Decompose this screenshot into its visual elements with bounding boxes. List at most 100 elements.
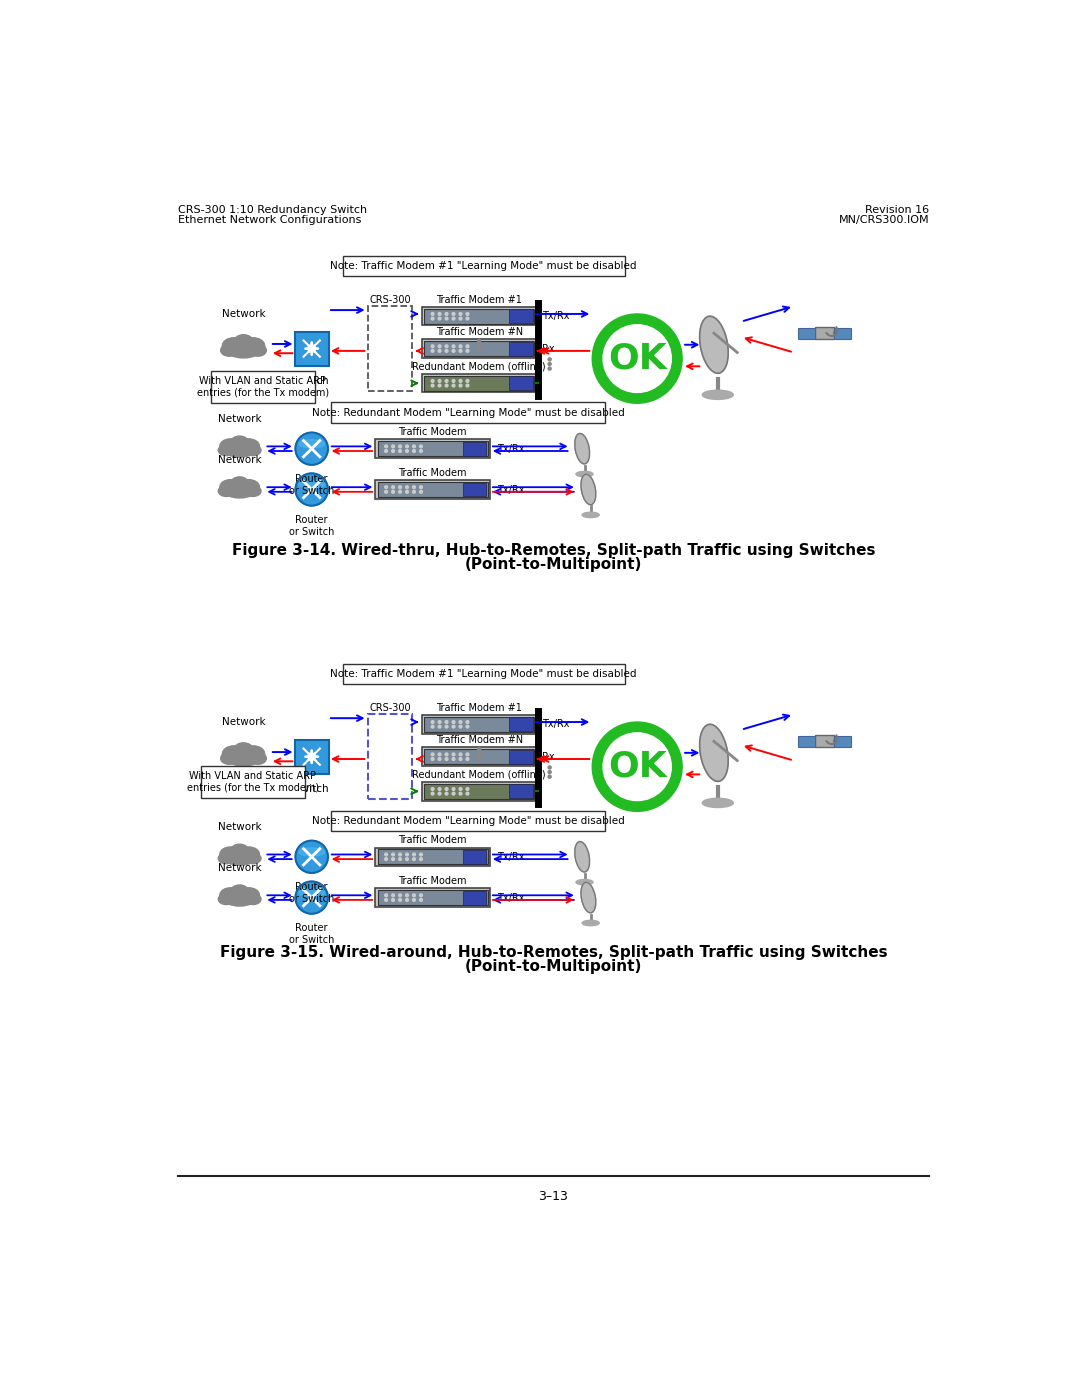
FancyBboxPatch shape (422, 747, 537, 766)
Circle shape (467, 725, 469, 728)
FancyBboxPatch shape (424, 341, 535, 356)
Circle shape (467, 788, 469, 791)
Circle shape (399, 898, 402, 901)
Circle shape (431, 317, 434, 320)
Text: Traffic Modem: Traffic Modem (399, 876, 467, 886)
Circle shape (453, 753, 455, 756)
Circle shape (406, 858, 408, 861)
FancyBboxPatch shape (798, 328, 815, 338)
Circle shape (467, 757, 469, 760)
Circle shape (384, 898, 388, 901)
Text: With VLAN and Static ARP
entries (for the Tx modem): With VLAN and Static ARP entries (for th… (187, 771, 319, 793)
Circle shape (431, 792, 434, 795)
Circle shape (431, 788, 434, 791)
Circle shape (603, 733, 672, 800)
Circle shape (406, 854, 408, 856)
Ellipse shape (238, 847, 259, 862)
Circle shape (420, 486, 422, 489)
Circle shape (438, 788, 441, 791)
Circle shape (399, 446, 402, 448)
Text: Note: Redundant Modem "Learning Mode" must be disabled: Note: Redundant Modem "Learning Mode" mu… (312, 408, 624, 418)
FancyBboxPatch shape (422, 782, 537, 800)
Ellipse shape (245, 444, 261, 455)
Circle shape (369, 745, 375, 750)
FancyBboxPatch shape (332, 810, 606, 831)
Ellipse shape (220, 479, 242, 495)
Circle shape (467, 384, 469, 387)
Circle shape (445, 721, 448, 724)
Circle shape (392, 898, 394, 901)
Circle shape (438, 349, 441, 352)
Circle shape (548, 367, 551, 370)
Text: Network: Network (221, 309, 266, 320)
Circle shape (453, 380, 455, 383)
Ellipse shape (222, 746, 245, 763)
FancyBboxPatch shape (463, 441, 486, 455)
Text: Traffic Modem #1: Traffic Modem #1 (436, 703, 522, 712)
Circle shape (420, 898, 422, 901)
FancyBboxPatch shape (815, 735, 834, 747)
Circle shape (369, 728, 375, 732)
Circle shape (438, 380, 441, 383)
Circle shape (438, 757, 441, 760)
Circle shape (453, 788, 455, 791)
Ellipse shape (218, 894, 234, 904)
Text: Network: Network (218, 823, 261, 833)
FancyBboxPatch shape (378, 482, 488, 497)
Circle shape (548, 362, 551, 366)
Text: Switch: Switch (295, 784, 329, 793)
Ellipse shape (234, 743, 253, 756)
Circle shape (459, 317, 462, 320)
Circle shape (438, 725, 441, 728)
Circle shape (296, 474, 328, 506)
Circle shape (431, 725, 434, 728)
Circle shape (438, 792, 441, 795)
Circle shape (413, 858, 416, 861)
Circle shape (413, 894, 416, 897)
Ellipse shape (702, 798, 733, 807)
Circle shape (399, 894, 402, 897)
Circle shape (413, 486, 416, 489)
FancyBboxPatch shape (295, 740, 328, 774)
Ellipse shape (226, 747, 261, 766)
Text: CRS-300: CRS-300 (369, 295, 410, 305)
Text: Tx/Rx: Tx/Rx (542, 312, 569, 321)
Circle shape (406, 486, 408, 489)
Ellipse shape (231, 436, 248, 448)
Ellipse shape (231, 476, 248, 489)
Ellipse shape (238, 479, 259, 495)
Ellipse shape (222, 848, 256, 865)
Text: Network: Network (218, 863, 261, 873)
Text: MN/CRS300.IOM: MN/CRS300.IOM (839, 215, 930, 225)
Text: Tx/Rx: Tx/Rx (497, 444, 525, 454)
Circle shape (369, 355, 375, 360)
Ellipse shape (220, 847, 242, 862)
FancyBboxPatch shape (378, 890, 488, 905)
Circle shape (369, 337, 375, 342)
Circle shape (477, 349, 481, 352)
Circle shape (459, 345, 462, 348)
Ellipse shape (249, 344, 267, 356)
Circle shape (369, 781, 375, 787)
FancyBboxPatch shape (201, 766, 305, 798)
Circle shape (467, 792, 469, 795)
Text: Switch: Switch (295, 376, 329, 386)
Circle shape (406, 894, 408, 897)
Circle shape (438, 317, 441, 320)
Ellipse shape (218, 444, 234, 455)
FancyBboxPatch shape (424, 309, 535, 324)
Circle shape (431, 313, 434, 316)
Circle shape (392, 486, 394, 489)
Circle shape (453, 345, 455, 348)
FancyBboxPatch shape (375, 888, 490, 907)
Ellipse shape (220, 439, 242, 454)
Circle shape (296, 433, 328, 465)
Text: Router
or Switch: Router or Switch (289, 515, 335, 536)
Ellipse shape (222, 338, 245, 353)
Circle shape (406, 446, 408, 448)
Circle shape (399, 450, 402, 453)
Circle shape (477, 752, 481, 756)
Circle shape (445, 757, 448, 760)
Text: Redundant Modem (offline): Redundant Modem (offline) (413, 770, 545, 780)
FancyBboxPatch shape (367, 306, 413, 391)
